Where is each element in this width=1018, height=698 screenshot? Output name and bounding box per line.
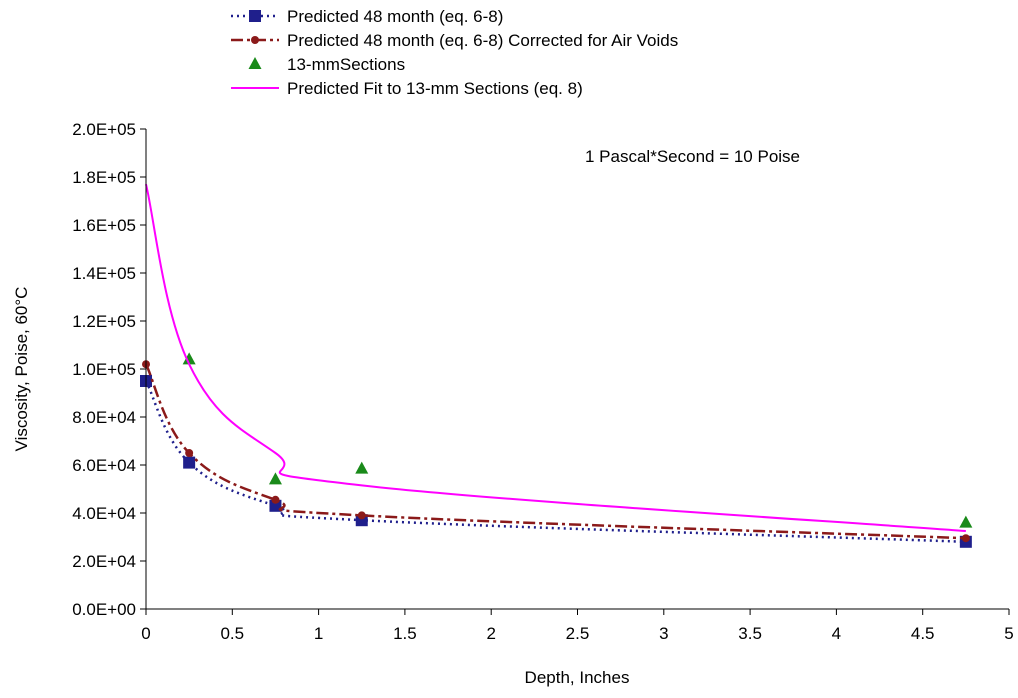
y-tick-label: 1.4E+05	[72, 264, 136, 283]
legend-label: 13-mmSections	[287, 55, 405, 74]
series-2-line	[144, 363, 966, 540]
series-2-point	[185, 449, 194, 457]
series-2-point	[271, 495, 280, 504]
x-tick-label: 1.5	[393, 624, 417, 643]
plot-area	[140, 183, 973, 548]
x-axis: 0 0.5 1 1.5 2 2.5 3 3.5 4 4.5 5	[141, 608, 1014, 643]
y-tick-label: 8.0E+04	[72, 408, 136, 427]
legend-label: Predicted Fit to 13-mm Sections (eq. 8)	[287, 79, 583, 98]
y-tick-label: 2.0E+04	[72, 552, 136, 571]
y-tick-label: 0.0E+00	[72, 600, 136, 619]
legend: Predicted 48 month (eq. 6-8) Predicted 48…	[231, 7, 678, 98]
series-2-point	[961, 534, 970, 543]
legend-label: Predicted 48 month (eq. 6-8)	[287, 7, 503, 26]
x-tick-label: 3.5	[738, 624, 762, 643]
y-axis-title: Viscosity, Poise, 60°C	[12, 287, 31, 452]
legend-label: Predicted 48 month (eq. 6-8) Corrected f…	[287, 31, 678, 50]
series-3-point	[355, 461, 369, 474]
x-tick-label: 0.5	[220, 624, 244, 643]
y-tick-label: 1.8E+05	[72, 168, 136, 187]
legend-swatch-marker	[251, 36, 259, 44]
x-axis-title: Depth, Inches	[525, 668, 630, 687]
series-3	[182, 352, 973, 528]
y-tick-label: 2.0E+05	[72, 120, 136, 139]
series-2-point	[357, 511, 366, 520]
legend-swatch-marker	[248, 57, 262, 69]
series-3-point	[959, 515, 973, 528]
x-tick-label: 5	[1004, 624, 1013, 643]
series-1-point	[269, 499, 282, 512]
legend-swatch-marker	[249, 10, 261, 22]
x-tick-label: 1	[314, 624, 323, 643]
series-3-point	[268, 472, 282, 485]
series-1-point	[183, 456, 196, 469]
y-tick-label: 1.6E+05	[72, 216, 136, 235]
y-axis: 0.0E+00 2.0E+04 4.0E+04 6.0E+04 8.0E+04 1.0E+…	[72, 120, 147, 619]
y-tick-label: 1.0E+05	[72, 360, 136, 379]
unit-annotation: 1 Pascal*Second = 10 Poise	[585, 147, 800, 166]
x-tick-label: 4	[832, 624, 841, 643]
series-1-line	[144, 380, 966, 544]
y-tick-label: 6.0E+04	[72, 456, 136, 475]
x-tick-label: 0	[141, 624, 150, 643]
y-tick-label: 4.0E+04	[72, 504, 136, 523]
x-tick-label: 2.5	[566, 624, 590, 643]
series-2	[142, 360, 970, 543]
series-3-point	[182, 352, 196, 365]
x-tick-label: 4.5	[911, 624, 935, 643]
y-tick-label: 1.2E+05	[72, 312, 136, 331]
x-tick-label: 3	[659, 624, 668, 643]
x-tick-label: 2	[486, 624, 495, 643]
series-4	[145, 183, 966, 532]
series-4-line	[145, 183, 966, 532]
